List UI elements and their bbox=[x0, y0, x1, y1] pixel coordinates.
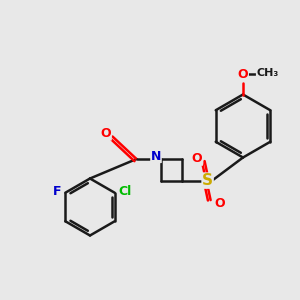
Text: CH₃: CH₃ bbox=[256, 68, 279, 79]
Text: O: O bbox=[100, 127, 111, 140]
Text: O: O bbox=[192, 152, 203, 165]
Text: S: S bbox=[202, 173, 213, 188]
Text: O: O bbox=[238, 68, 248, 81]
Text: N: N bbox=[151, 149, 161, 163]
Text: Cl: Cl bbox=[118, 185, 132, 198]
Text: F: F bbox=[53, 185, 61, 198]
Text: O: O bbox=[214, 196, 225, 210]
